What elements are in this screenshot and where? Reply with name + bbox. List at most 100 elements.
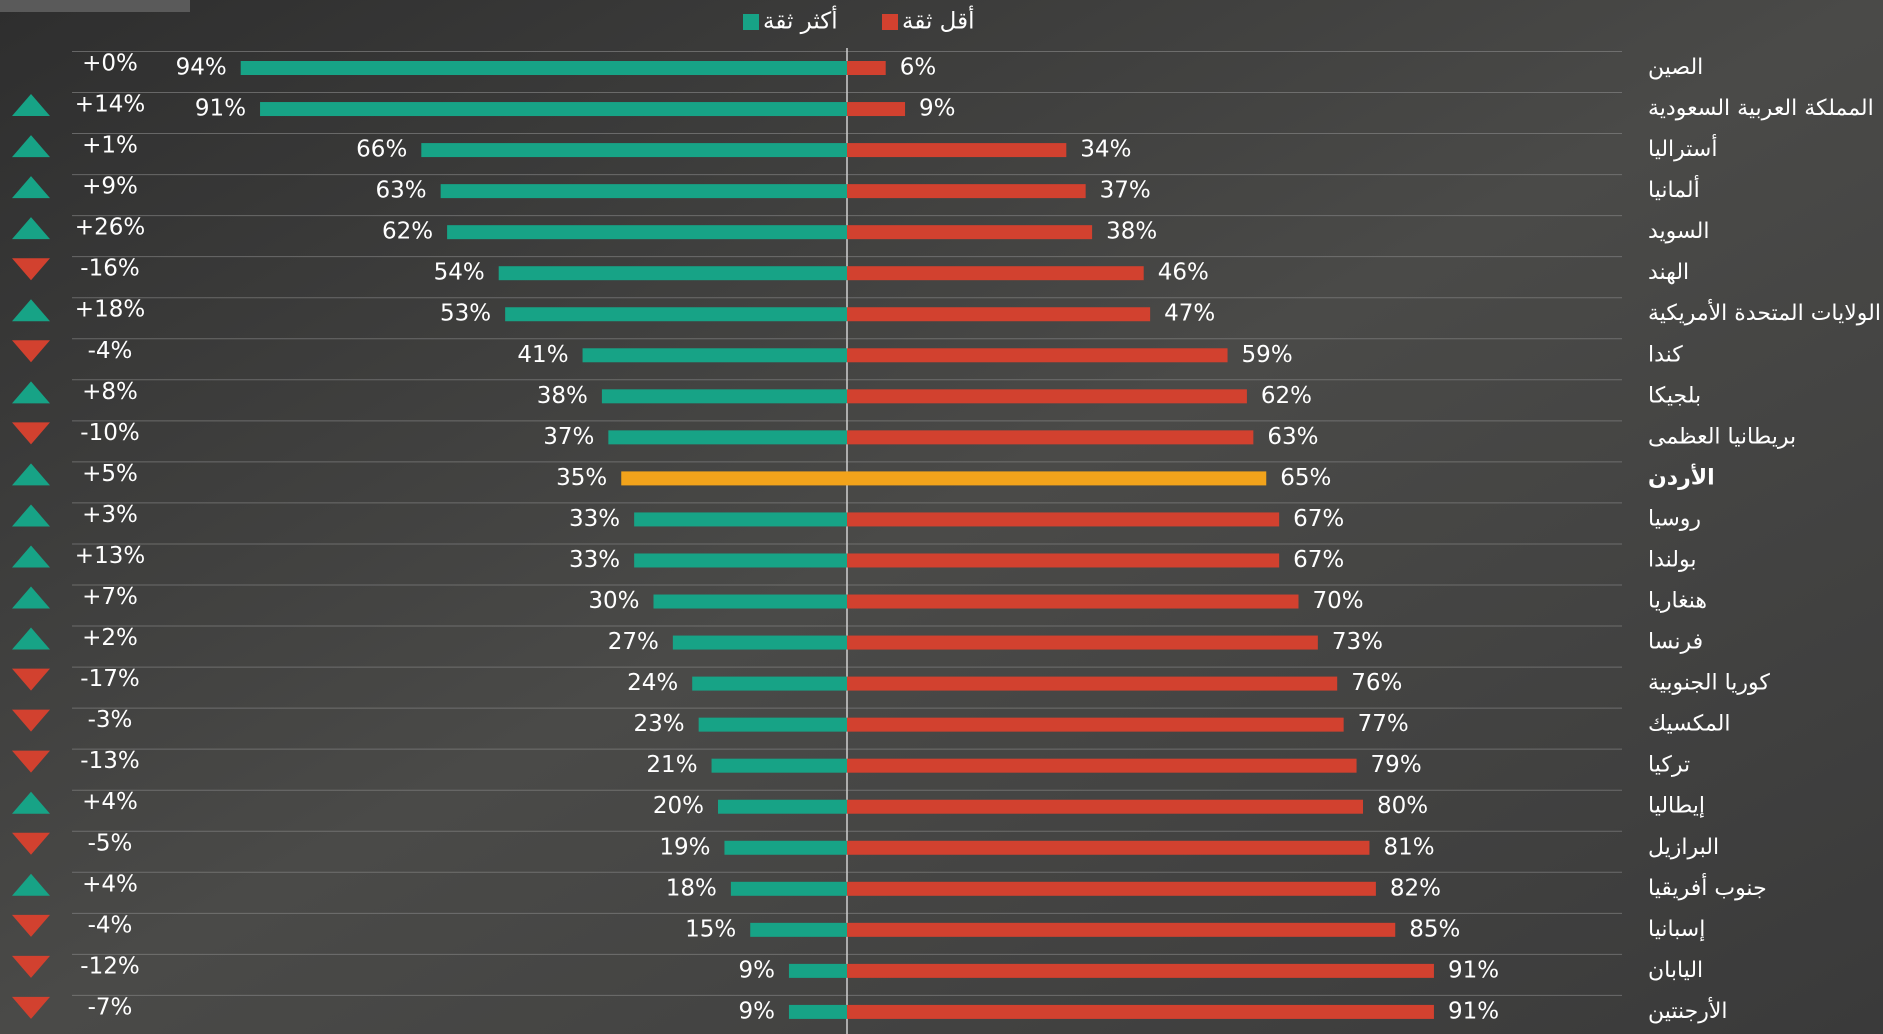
value-label: 66% [356,137,407,163]
value-label: 18% [666,875,717,901]
change-arrow-up [12,791,50,814]
change-label: +4% [82,789,138,815]
change-arrow-down [12,996,50,1019]
bar-less-trust [847,717,1344,732]
change-label: -5% [88,830,133,856]
change-label: -17% [80,666,139,692]
category-label: إسبانيا [1648,917,1705,942]
legend-label: أكثر ثقة [763,6,838,35]
category-label: إيطاليا [1648,794,1705,819]
change-label: +3% [82,502,138,528]
value-label: 20% [653,793,704,819]
bar-more-trust [711,758,847,773]
value-label: 53% [440,301,491,327]
category-label: المملكة العربية السعودية [1648,96,1874,121]
value-label: 30% [588,588,639,614]
value-label: 62% [1261,383,1312,409]
change-label: +13% [75,543,145,569]
change-label: -4% [88,912,133,938]
bar-less-trust [847,758,1357,773]
value-label: 91% [1448,957,1499,983]
category-label: السويد [1648,219,1709,244]
change-arrow-up [12,135,50,158]
bar-less-trust [847,553,1280,568]
value-label: 24% [627,670,678,696]
value-label: 38% [537,383,588,409]
change-label: +7% [82,584,138,610]
change-label: +5% [82,461,138,487]
change-label: +2% [82,625,138,651]
change-arrow-up [12,217,50,240]
change-arrow-up [12,381,50,404]
value-label: 47% [1164,301,1215,327]
change-label: +14% [75,92,145,118]
value-label: 82% [1390,875,1441,901]
change-arrow-down [12,258,50,281]
bar-more-trust [724,840,847,855]
bar-less-trust [847,1004,1434,1019]
bar-less-trust [847,102,906,117]
change-arrow-up [12,463,50,486]
bar-more-trust [498,266,847,281]
change-arrow-up [12,586,50,609]
change-arrow-down [12,750,50,773]
category-label: المكسيك [1648,712,1731,737]
value-label: 15% [685,916,736,942]
bar-less-trust [847,471,1267,486]
category-label: الهند [1648,260,1689,285]
bar-less-trust [847,266,1144,281]
bar-more-trust [440,184,847,199]
value-label: 46% [1158,260,1209,286]
category-label: اليابان [1648,958,1703,983]
bar-less-trust [847,799,1363,814]
bar-less-trust [847,348,1228,363]
bar-less-trust [847,430,1254,445]
bar-more-trust [653,594,847,609]
value-label: 27% [608,629,659,655]
change-arrow-down [12,340,50,363]
bar-more-trust [505,307,847,322]
value-label: 6% [900,55,937,81]
value-label: 9% [919,96,956,122]
change-arrow-up [12,176,50,199]
bar-more-trust [692,676,847,691]
change-label: +0% [82,51,138,77]
change-arrow-up [12,545,50,568]
value-label: 80% [1377,793,1428,819]
bar-less-trust [847,389,1247,404]
bar-more-trust [634,512,847,527]
value-label: 94% [176,55,227,81]
bar-less-trust [847,143,1067,158]
legend-swatch [743,14,759,30]
bar-more-trust [634,553,847,568]
value-label: 77% [1358,711,1409,737]
value-label: 79% [1371,752,1422,778]
bar-more-trust [788,963,847,978]
value-label: 70% [1313,588,1364,614]
value-label: 63% [376,178,427,204]
category-label: هنغاريا [1648,589,1707,614]
bar-more-trust [718,799,847,814]
value-label: 19% [659,834,710,860]
change-label: +8% [82,379,138,405]
change-label: -3% [88,707,133,733]
value-label: 38% [1106,219,1157,245]
change-label: -12% [80,953,139,979]
value-label: 65% [1280,465,1331,491]
change-arrow-down [12,914,50,937]
change-arrow-up [12,627,50,650]
value-label: 63% [1267,424,1318,450]
category-label: بريطانيا العظمى [1648,424,1796,449]
bar-more-trust [447,225,847,240]
category-label: الأرجنتين [1648,997,1728,1024]
value-label: 34% [1080,137,1131,163]
bar-less-trust [847,840,1370,855]
value-label: 21% [646,752,697,778]
change-arrow-up [12,299,50,322]
category-label: كندا [1648,342,1683,367]
category-label: تركيا [1648,753,1690,778]
value-label: 33% [569,506,620,532]
value-label: 76% [1351,670,1402,696]
